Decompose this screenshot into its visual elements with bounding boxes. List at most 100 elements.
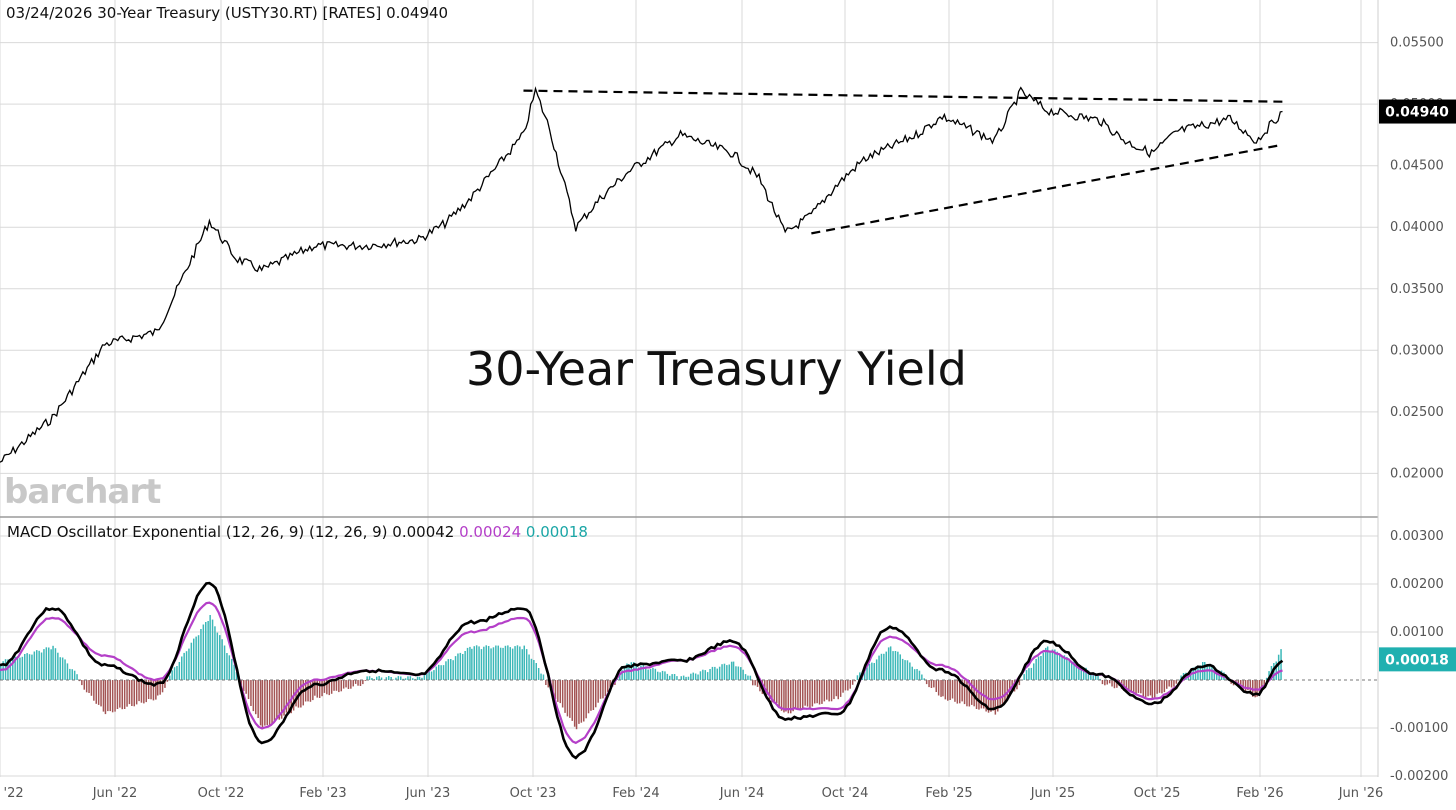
histogram-bar	[871, 662, 873, 680]
histogram-bar	[1028, 668, 1030, 680]
histogram-bar	[1061, 655, 1063, 680]
histogram-bar	[525, 649, 528, 680]
histogram-bar	[255, 680, 257, 715]
histogram-bar	[318, 680, 321, 698]
histogram-bar	[259, 680, 262, 726]
histogram-bar	[571, 680, 573, 721]
trendline[interactable]	[523, 89, 1283, 103]
histogram-bar	[676, 676, 678, 680]
value-badge-label: 0.00018	[1385, 652, 1449, 668]
histogram-bar	[778, 680, 780, 708]
histogram-bar	[635, 664, 637, 680]
x-tick-label: Jun '26	[1338, 786, 1384, 801]
histogram-bar	[268, 680, 271, 726]
histogram-bar	[889, 646, 892, 680]
histogram-bar	[790, 680, 792, 714]
histogram-bar	[944, 680, 947, 700]
histogram-bar	[252, 680, 255, 712]
histogram-bar	[654, 668, 657, 680]
histogram-bar	[116, 680, 119, 709]
price-series-line	[0, 86, 1283, 463]
histogram-bar	[483, 646, 485, 680]
histogram-bar	[961, 680, 963, 702]
histogram-bar	[768, 680, 771, 700]
histogram-bar	[575, 680, 578, 730]
histogram-bar	[1261, 680, 1263, 691]
histogram-bar	[321, 680, 323, 697]
header-date: 03/24/2026	[6, 4, 93, 22]
histogram-bar	[925, 680, 928, 685]
histogram-bar	[897, 651, 899, 680]
histogram-bar	[978, 680, 980, 710]
histogram-bar	[190, 642, 193, 680]
histogram-bar	[590, 680, 592, 711]
histogram-bar	[1111, 680, 1113, 687]
histogram-bar	[19, 657, 21, 680]
histogram-bar	[1068, 660, 1070, 680]
histogram-bar	[766, 680, 768, 695]
histogram-bar	[959, 680, 961, 704]
histogram-bar	[231, 658, 233, 680]
histogram-bar	[88, 680, 90, 693]
histogram-bar	[48, 647, 50, 680]
histogram-bar	[1001, 680, 1004, 704]
histogram-bar	[921, 674, 923, 680]
histogram-bar	[109, 680, 111, 712]
value-badge-bg	[1379, 99, 1456, 124]
histogram-bar	[849, 680, 851, 689]
histogram-bar	[1046, 646, 1049, 680]
trendline[interactable]	[811, 143, 1283, 235]
histogram-bar	[776, 680, 778, 703]
histogram-bar	[609, 680, 611, 687]
histogram-bar	[645, 666, 647, 680]
histogram-bar	[45, 647, 48, 680]
histogram-bar	[735, 666, 737, 680]
histogram-bar	[173, 667, 176, 680]
histogram-bar	[844, 680, 847, 691]
histogram-bar	[1033, 663, 1035, 680]
histogram-bar	[395, 677, 397, 680]
histogram-bar	[602, 680, 604, 699]
histogram-bar	[442, 665, 445, 680]
histogram-bar	[435, 666, 438, 680]
x-tick-label: Jun '23	[405, 786, 451, 801]
histogram-bar	[145, 680, 147, 703]
histogram-bar	[706, 672, 709, 680]
histogram-bar	[71, 669, 73, 680]
histogram-bar	[673, 674, 676, 680]
histogram-bar	[1070, 662, 1073, 680]
histogram-bar	[40, 652, 43, 680]
histogram-bar	[1092, 673, 1094, 680]
histogram-bar	[368, 676, 371, 680]
histogram-bar	[1170, 680, 1173, 688]
histogram-bar	[1156, 680, 1158, 694]
histogram-bar	[1054, 649, 1056, 680]
histogram-bar	[264, 680, 266, 726]
histogram-bar	[280, 680, 283, 719]
histogram-bar	[166, 680, 169, 682]
histogram-bar	[642, 664, 645, 680]
histogram-bar	[847, 680, 849, 691]
histogram-bar	[183, 652, 185, 680]
histogram-bar	[81, 680, 83, 686]
histogram-bar	[821, 680, 823, 704]
histogram-bar	[878, 655, 880, 680]
histogram-bar	[799, 680, 802, 711]
histogram-bar	[428, 670, 430, 680]
histogram-bar	[592, 680, 595, 710]
histogram-bar	[104, 680, 107, 715]
histogram-bar	[987, 680, 990, 713]
macd-header-label: MACD Oscillator Exponential (12, 26, 9) …	[7, 523, 388, 541]
histogram-bar	[647, 669, 649, 680]
histogram-bar	[1280, 649, 1282, 680]
histogram-bar	[43, 649, 45, 680]
histogram-bar	[245, 680, 247, 694]
histogram-bar	[502, 647, 504, 680]
histogram-bar	[352, 680, 354, 687]
histogram-bar	[83, 680, 85, 690]
histogram-bar	[942, 680, 944, 697]
histogram-bar	[273, 680, 276, 721]
x-tick-label: Jun '22	[92, 786, 138, 801]
histogram-bar	[202, 624, 205, 680]
histogram-bar	[1197, 667, 1199, 680]
